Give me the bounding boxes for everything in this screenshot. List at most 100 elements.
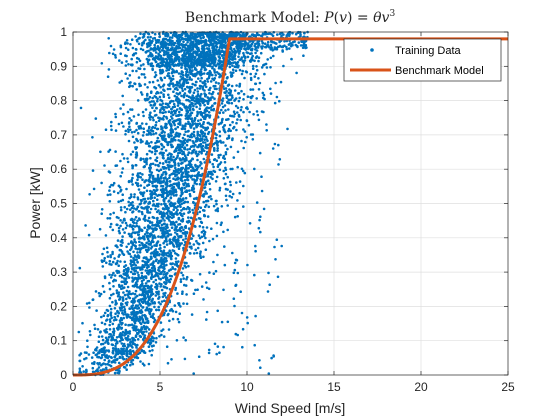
training-data-point	[182, 228, 185, 232]
training-data-point	[161, 328, 165, 331]
training-data-point	[201, 241, 205, 245]
training-data-point	[110, 120, 113, 124]
training-data-point	[174, 34, 177, 38]
training-data-point	[101, 363, 104, 366]
training-data-point	[275, 238, 279, 241]
training-data-point	[216, 207, 220, 210]
training-data-point	[124, 46, 128, 50]
training-data-point	[148, 168, 152, 171]
training-data-point	[217, 122, 221, 126]
training-data-point	[235, 84, 238, 87]
training-data-point	[166, 54, 170, 57]
training-data-point	[215, 133, 218, 137]
training-data-point	[148, 145, 152, 148]
training-data-point	[182, 302, 185, 305]
training-data-point	[172, 155, 175, 159]
training-data-point	[133, 82, 137, 86]
training-data-point	[124, 328, 128, 332]
training-data-point	[150, 273, 154, 276]
training-data-point	[258, 359, 261, 362]
training-data-point	[233, 112, 237, 116]
training-data-point	[143, 226, 146, 230]
training-data-point	[158, 133, 162, 137]
training-data-point	[159, 246, 162, 250]
training-data-point	[114, 53, 117, 57]
training-data-point	[113, 371, 117, 375]
training-data-point	[159, 302, 162, 306]
training-data-point	[110, 183, 113, 187]
training-data-point	[178, 43, 181, 47]
training-data-point	[157, 277, 161, 280]
training-data-point	[120, 284, 124, 288]
training-data-point	[137, 175, 140, 179]
training-data-point	[111, 228, 115, 232]
training-data-point	[199, 130, 203, 134]
training-data-point	[193, 55, 197, 59]
training-data-point	[149, 64, 153, 67]
training-data-point	[184, 34, 187, 38]
training-data-point	[143, 313, 146, 317]
training-data-point	[169, 277, 172, 281]
training-data-point	[169, 155, 173, 158]
training-data-point	[286, 127, 289, 131]
training-data-point	[251, 67, 255, 70]
training-data-point	[129, 108, 132, 111]
training-data-point	[177, 151, 180, 155]
training-data-point	[177, 320, 181, 324]
training-data-point	[147, 345, 151, 349]
training-data-point	[136, 219, 139, 223]
training-data-point	[201, 85, 205, 88]
training-data-point	[178, 81, 181, 85]
training-data-point	[149, 207, 153, 211]
training-data-point	[109, 320, 112, 324]
training-data-point	[221, 105, 225, 109]
training-data-point	[147, 216, 151, 220]
training-data-point	[146, 43, 150, 46]
training-data-point	[129, 43, 132, 46]
training-data-point	[209, 80, 213, 83]
training-data-point	[269, 87, 272, 91]
training-data-point	[150, 140, 153, 144]
training-data-point	[157, 235, 160, 238]
training-data-point	[160, 223, 164, 227]
training-data-point	[249, 72, 252, 76]
training-data-point	[224, 172, 228, 176]
training-data-point	[173, 223, 177, 227]
training-data-point	[164, 173, 168, 176]
training-data-point	[221, 39, 225, 42]
training-data-point	[161, 57, 164, 61]
training-data-point	[242, 61, 246, 64]
training-data-point	[115, 336, 119, 339]
training-data-point	[271, 40, 274, 44]
training-data-point	[151, 126, 154, 130]
training-data-point	[207, 44, 211, 47]
training-data-point	[178, 143, 182, 146]
training-data-point	[277, 143, 280, 147]
training-data-point	[150, 344, 154, 348]
training-data-point	[222, 345, 225, 349]
training-data-point	[204, 32, 207, 35]
training-data-point	[130, 313, 133, 316]
training-data-point	[174, 147, 178, 150]
training-data-point	[188, 91, 192, 94]
training-data-point	[148, 180, 152, 183]
training-data-point	[167, 269, 171, 272]
training-data-point	[167, 251, 170, 255]
training-data-point	[203, 161, 207, 164]
training-data-point	[113, 257, 116, 260]
training-data-point	[129, 153, 133, 156]
training-data-point	[198, 98, 201, 102]
training-data-point	[162, 254, 165, 257]
training-data-point	[91, 169, 95, 172]
training-data-point	[99, 369, 102, 372]
training-data-point	[119, 190, 122, 193]
training-data-point	[213, 149, 216, 152]
training-data-point	[170, 63, 174, 66]
training-data-point	[145, 152, 149, 156]
training-data-point	[233, 55, 236, 58]
training-data-point	[184, 240, 187, 244]
training-data-point	[207, 351, 211, 355]
training-data-point	[142, 330, 146, 334]
training-data-point	[198, 72, 202, 75]
training-data-point	[240, 45, 243, 49]
